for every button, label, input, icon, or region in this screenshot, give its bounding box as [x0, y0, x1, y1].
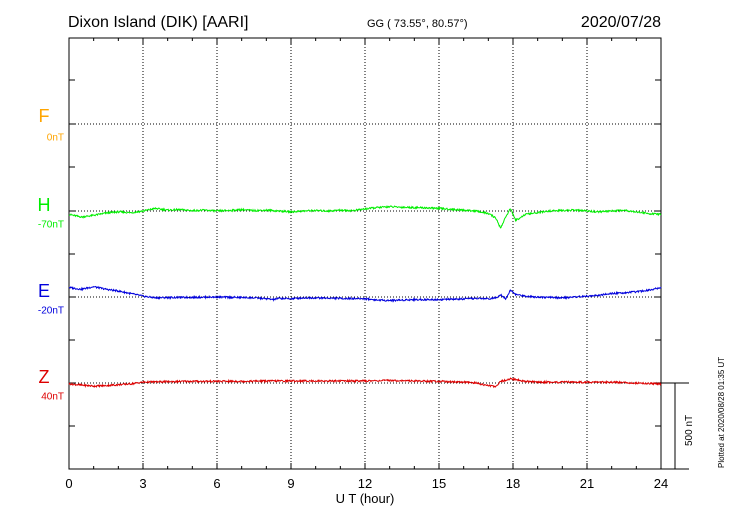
x-tick-label-18: 18 [506, 476, 520, 491]
trace-baseline-H: -70nT [38, 220, 64, 231]
x-tick-label-21: 21 [580, 476, 594, 491]
x-tick-label-0: 0 [65, 476, 72, 491]
x-axis-label: U T (hour) [336, 491, 395, 506]
trace-Z [68, 377, 662, 389]
grid-lines [69, 38, 661, 469]
plot-date: 2020/07/28 [581, 14, 661, 31]
trace-labels: F 0nT H -70nT E -20nT Z 40nT [38, 106, 65, 403]
trace-baseline-F: 0nT [47, 133, 64, 144]
plotted-at-note: Plotted at 2020/08/28 01:35 UT [717, 357, 726, 468]
trace-name-Z: Z [39, 367, 50, 387]
trace-baseline-E: -20nT [38, 306, 64, 317]
x-tick-label-24: 24 [654, 476, 668, 491]
scale-bar-label: 500 nT [684, 415, 695, 446]
x-tick-label-9: 9 [287, 476, 294, 491]
station-title: Dixon Island (DIK) [AARI] [68, 14, 249, 31]
scale-bar: 500 nT [661, 382, 695, 470]
trace-lines [68, 205, 662, 389]
x-tick-label-15: 15 [432, 476, 446, 491]
trace-name-E: E [38, 281, 50, 301]
trace-name-F: F [39, 106, 50, 126]
x-tick-label-6: 6 [213, 476, 220, 491]
trace-baseline-Z: 40nT [41, 392, 64, 403]
trace-name-H: H [38, 195, 51, 215]
trace-E [68, 285, 662, 303]
axis-ticks: 0 3 6 9 12 15 18 21 24 [65, 38, 668, 491]
x-tick-label-3: 3 [139, 476, 146, 491]
x-tick-label-12: 12 [358, 476, 372, 491]
station-coords: GG ( 73.55°, 80.57°) [367, 18, 468, 30]
trace-H [69, 205, 662, 229]
